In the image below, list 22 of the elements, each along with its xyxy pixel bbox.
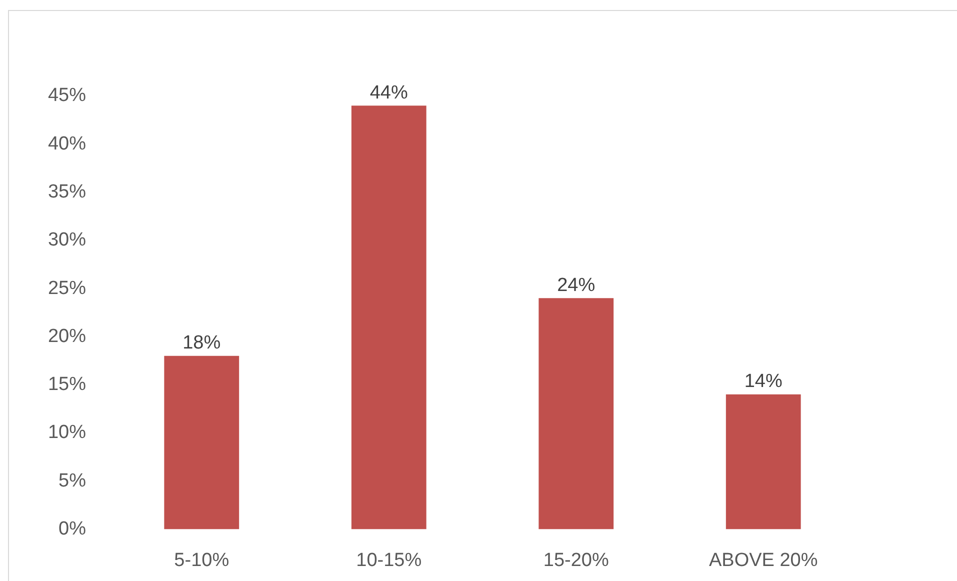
- bar: [538, 298, 614, 530]
- x-tick-label: 15-20%: [543, 550, 609, 571]
- data-label: 24%: [557, 274, 596, 296]
- data-label: 18%: [182, 332, 221, 354]
- y-tick-label: 40%: [48, 133, 86, 154]
- data-label: 44%: [370, 82, 408, 104]
- y-tick-label: 5%: [58, 470, 86, 492]
- y-tick-label: 45%: [48, 85, 86, 106]
- bar: [726, 394, 801, 530]
- y-tick-label: 35%: [48, 182, 86, 202]
- bar: [351, 106, 426, 530]
- y-tick-label: 25%: [48, 278, 86, 299]
- data-label: 14%: [744, 371, 782, 392]
- bar: [164, 356, 240, 530]
- x-tick-label: ABOVE 20%: [708, 550, 818, 571]
- x-tick-label: 10-15%: [356, 550, 422, 571]
- y-tick-label: 0%: [58, 518, 86, 540]
- y-tick-label: 30%: [48, 230, 86, 251]
- y-tick-label: 15%: [48, 374, 86, 396]
- y-tick-label: 10%: [48, 422, 86, 444]
- y-tick-label: 20%: [48, 326, 86, 347]
- x-tick-label: 5-10%: [174, 550, 230, 571]
